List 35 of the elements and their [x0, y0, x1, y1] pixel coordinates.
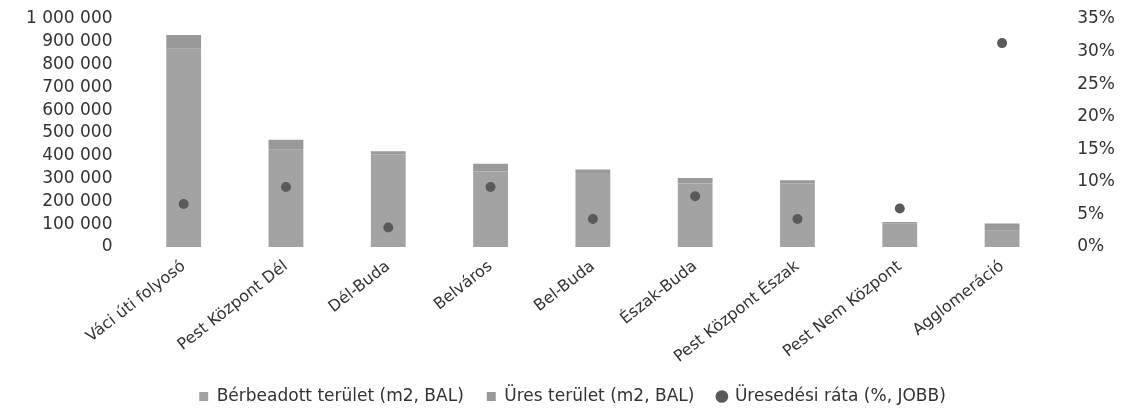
y-tick-label: 700 000 — [42, 75, 113, 96]
y2-tick-label: 30% — [1077, 39, 1116, 60]
point — [792, 213, 803, 224]
y-tick-label: 400 000 — [42, 144, 113, 165]
y-tick-label: 800 000 — [42, 53, 113, 74]
point — [178, 199, 189, 210]
bar — [575, 172, 611, 247]
y2-tick-label: 10% — [1077, 170, 1116, 191]
y-tick-label: 200 000 — [42, 189, 113, 210]
y-tick-label: 100 000 — [42, 212, 113, 233]
legend-label: Üres terület (m2, BAL) — [504, 383, 695, 405]
y2-tick-label: 25% — [1077, 72, 1116, 93]
legend-label: Bérbeadott terület (m2, BAL) — [216, 384, 464, 405]
y-tick-label: 0 — [101, 235, 113, 256]
y2-tick-label: 5% — [1077, 202, 1105, 223]
point — [383, 222, 394, 233]
y2-tick-label: 15% — [1077, 137, 1116, 158]
y-tick-label: 1 000 000 — [25, 7, 113, 28]
y-tick-label: 300 000 — [42, 167, 113, 188]
y2-tick-label: 0% — [1077, 235, 1105, 256]
point — [894, 203, 905, 214]
bar — [370, 154, 406, 247]
point — [280, 182, 291, 193]
y-tick-label: 900 000 — [42, 30, 113, 51]
point — [587, 213, 598, 224]
legend-label: Üresedési ráta (%, JOBB) — [734, 383, 946, 405]
y-tick-label: 600 000 — [42, 98, 113, 119]
y2-tick-label: 20% — [1077, 105, 1116, 126]
bar — [780, 183, 815, 247]
point — [690, 191, 701, 202]
bar — [882, 223, 918, 247]
y-tick-label: 500 000 — [42, 121, 113, 142]
point — [997, 38, 1008, 49]
point — [485, 182, 496, 193]
y2-tick-label: 35% — [1077, 7, 1116, 28]
